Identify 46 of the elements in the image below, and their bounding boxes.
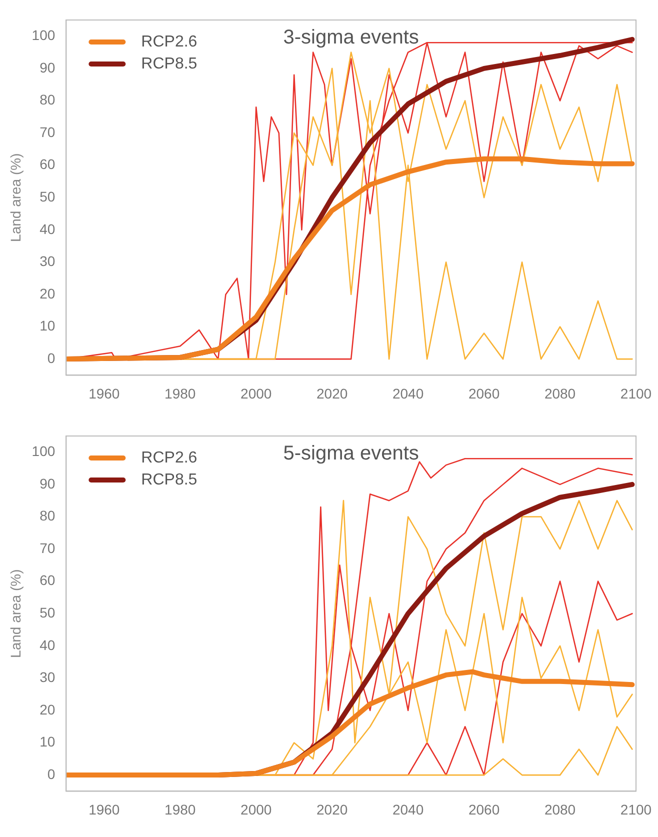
y-tick-label: 20 bbox=[40, 701, 56, 718]
y-tick-label: 40 bbox=[40, 636, 56, 653]
y-tick-label: 50 bbox=[40, 604, 56, 620]
y-tick-label: 80 bbox=[40, 508, 56, 524]
y-tick-label: 100 bbox=[32, 27, 56, 44]
y-tick-label: 10 bbox=[40, 734, 56, 750]
y-tick-label: 0 bbox=[47, 766, 56, 782]
y-tick-label: 50 bbox=[40, 188, 56, 204]
y-tick-label: 40 bbox=[40, 220, 56, 237]
y-tick-label: 60 bbox=[40, 572, 56, 588]
x-tick-label: 2100 bbox=[620, 801, 652, 818]
y-tick-label: 0 bbox=[47, 350, 56, 366]
x-tick-label: 2040 bbox=[392, 385, 424, 402]
y-tick-label: 20 bbox=[40, 285, 56, 302]
y-axis-title: Land area (%) bbox=[7, 569, 24, 658]
x-tick-label: 1960 bbox=[88, 801, 120, 818]
x-tick-label: 2080 bbox=[544, 385, 576, 402]
legend-label: RCP2.6 bbox=[141, 449, 198, 466]
legend-label: RCP8.5 bbox=[141, 55, 198, 72]
chart-title: 3-sigma events bbox=[283, 26, 419, 49]
y-tick-label: 100 bbox=[32, 443, 56, 460]
y-tick-label: 30 bbox=[40, 253, 56, 270]
legend-label: RCP8.5 bbox=[141, 471, 198, 488]
y-tick-label: 30 bbox=[40, 669, 56, 686]
x-tick-label: 1960 bbox=[88, 385, 120, 402]
y-tick-label: 90 bbox=[40, 59, 56, 76]
x-tick-label: 1980 bbox=[164, 385, 196, 402]
x-tick-label: 2060 bbox=[468, 385, 500, 402]
x-tick-label: 2020 bbox=[316, 385, 348, 402]
y-tick-label: 90 bbox=[40, 475, 56, 492]
chart-title: 5-sigma events bbox=[283, 442, 419, 465]
y-axis-title: Land area (%) bbox=[7, 153, 24, 242]
x-tick-label: 2040 bbox=[392, 801, 424, 818]
x-tick-label: 2000 bbox=[240, 801, 272, 818]
x-tick-label: 2000 bbox=[240, 385, 272, 402]
y-tick-label: 10 bbox=[40, 318, 56, 334]
y-tick-label: 60 bbox=[40, 156, 56, 172]
legend-label: RCP2.6 bbox=[141, 33, 198, 50]
x-tick-label: 1980 bbox=[164, 801, 196, 818]
y-tick-label: 70 bbox=[40, 540, 56, 556]
x-tick-label: 2100 bbox=[620, 385, 652, 402]
x-tick-label: 2080 bbox=[544, 801, 576, 818]
y-tick-label: 70 bbox=[40, 124, 56, 140]
y-tick-label: 80 bbox=[40, 92, 56, 108]
x-tick-label: 2060 bbox=[468, 801, 500, 818]
x-tick-label: 2020 bbox=[316, 801, 348, 818]
